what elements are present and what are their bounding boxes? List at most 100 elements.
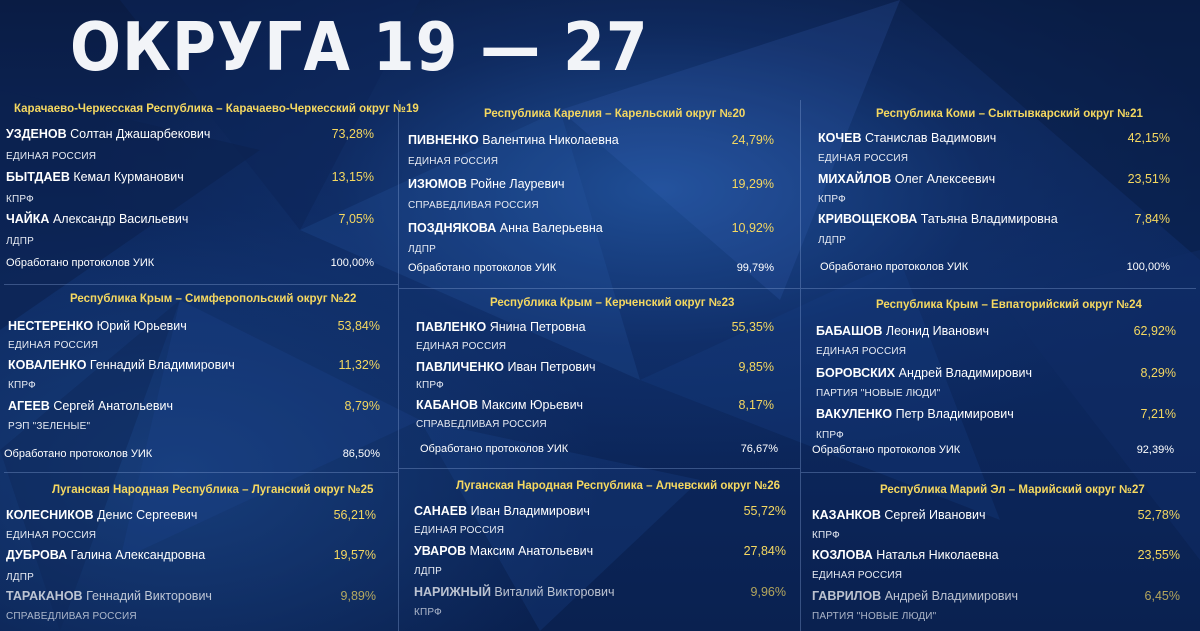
candidate-party: КПРФ	[416, 380, 444, 391]
row-divider	[399, 468, 800, 469]
protocols-value: 92,39%	[1136, 444, 1174, 456]
candidate-party: КПРФ	[6, 194, 34, 205]
district-title: Республика Крым – Керченский округ №23	[490, 297, 735, 309]
candidate-name: ДУБРОВА Галина Александровна	[6, 548, 206, 562]
candidate-name: БАБАШОВ Леонид Иванович	[816, 324, 990, 338]
candidate-percent: 62,92%	[1133, 324, 1176, 338]
candidate-name: АГЕЕВ Сергей Анатольевич	[8, 399, 174, 413]
row-divider	[4, 284, 398, 285]
candidate-percent: 7,21%	[1140, 407, 1176, 421]
district-title: Республика Крым – Евпаторийский округ №2…	[876, 299, 1142, 311]
candidate-name: ПАВЛИЧЕНКО Иван Петрович	[416, 360, 596, 374]
candidate-percent: 8,79%	[344, 399, 380, 413]
candidate-percent: 53,84%	[337, 319, 380, 333]
protocols-label: Обработано протоколов УИК	[4, 448, 153, 460]
candidate-name: КОЧЕВ Станислав Вадимович	[818, 131, 997, 145]
district-title: Республика Карелия – Карельский округ №2…	[484, 108, 746, 120]
candidate-party: КПРФ	[816, 430, 844, 441]
candidate-name: КОВАЛЕНКО Геннадий Владимирович	[8, 358, 235, 372]
candidate-percent: 9,85%	[738, 360, 774, 374]
candidate-name: ВАКУЛЕНКО Петр Владимирович	[816, 407, 1014, 421]
candidate-percent: 56,21%	[333, 508, 376, 522]
candidate-name: ИЗЮМОВ Ройне Лауревич	[408, 177, 565, 191]
candidate-party: ЕДИНАЯ РОССИЯ	[818, 153, 909, 164]
candidate-party: КПРФ	[8, 380, 36, 391]
candidate-percent: 27,84%	[743, 544, 786, 558]
candidate-party: ЕДИНАЯ РОССИЯ	[816, 346, 907, 357]
protocols-value: 76,67%	[740, 443, 778, 455]
candidate-percent: 55,72%	[743, 504, 786, 518]
candidate-name: ПИВНЕНКО Валентина Николаевна	[408, 133, 619, 147]
candidate-percent: 19,57%	[333, 548, 376, 562]
candidate-party: СПРАВЕДЛИВАЯ РОССИЯ	[6, 611, 137, 622]
candidate-party: ЕДИНАЯ РОССИЯ	[6, 151, 97, 162]
district-title: Луганская Народная Республика – Алчевски…	[456, 480, 780, 492]
candidate-name: УВАРОВ Максим Анатольевич	[414, 544, 594, 558]
district-title: Республика Коми – Сыктывкарский округ №2…	[876, 108, 1143, 120]
candidate-percent: 6,45%	[1144, 589, 1180, 603]
candidate-percent: 52,78%	[1137, 508, 1180, 522]
candidate-percent: 42,15%	[1127, 131, 1170, 145]
candidate-name: БЫТДАЕВ Кемал Курманович	[6, 170, 184, 184]
candidate-name: УЗДЕНОВ Солтан Джашарбекович	[6, 127, 211, 141]
candidate-party: ЕДИНАЯ РОССИЯ	[8, 340, 99, 351]
candidate-name: БОРОВСКИХ Андрей Владимирович	[816, 366, 1032, 380]
candidate-name: ЧАЙКА Александр Васильевич	[6, 212, 189, 226]
row-divider	[801, 288, 1196, 289]
column-divider	[800, 100, 801, 631]
row-divider	[399, 288, 800, 289]
candidate-name: ПАВЛЕНКО Янина Петровна	[416, 320, 586, 334]
candidate-name: КАЗАНКОВ Сергей Иванович	[812, 508, 986, 522]
candidate-percent: 7,84%	[1134, 212, 1170, 226]
candidate-party: РЭП "ЗЕЛЕНЫЕ"	[8, 421, 91, 432]
candidate-name: НЕСТЕРЕНКО Юрий Юрьевич	[8, 319, 187, 333]
candidate-name: КОЛЕСНИКОВ Денис Сергеевич	[6, 508, 198, 522]
candidate-percent: 11,32%	[338, 358, 380, 372]
row-divider	[4, 472, 398, 473]
candidate-name: ПОЗДНЯКОВА Анна Валерьевна	[408, 221, 603, 235]
candidate-party: ПАРТИЯ "НОВЫЕ ЛЮДИ"	[816, 388, 941, 399]
candidate-party: ЛДПР	[408, 244, 436, 255]
column-divider	[398, 100, 399, 631]
page-headline: ОКРУГА 19 — 27	[70, 8, 649, 87]
candidate-percent: 24,79%	[731, 133, 774, 147]
protocols-value: 99,79%	[736, 262, 774, 274]
candidate-percent: 9,96%	[750, 585, 786, 599]
candidate-party: ЕДИНАЯ РОССИЯ	[6, 530, 97, 541]
candidate-name: НАРИЖНЫЙ Виталий Викторович	[414, 585, 615, 599]
row-divider	[801, 472, 1196, 473]
candidate-party: ЕДИНАЯ РОССИЯ	[414, 525, 505, 536]
protocols-label: Обработано протоколов УИК	[812, 444, 961, 456]
district-title: Республика Марий Эл – Марийский округ №2…	[880, 484, 1145, 496]
candidate-name: КОЗЛОВА Наталья Николаевна	[812, 548, 999, 562]
candidate-party: КПРФ	[812, 530, 840, 541]
candidate-percent: 73,28%	[331, 127, 374, 141]
candidate-percent: 23,55%	[1137, 548, 1180, 562]
protocols-label: Обработано протоколов УИК	[420, 443, 569, 455]
district-title: Луганская Народная Республика – Лугански…	[52, 484, 374, 496]
protocols-label: Обработано протоколов УИК	[820, 261, 969, 273]
candidate-percent: 19,29%	[731, 177, 774, 191]
candidate-percent: 13,15%	[331, 170, 374, 184]
candidate-name: МИХАЙЛОВ Олег Алексеевич	[818, 172, 996, 186]
candidate-name: САНАЕВ Иван Владимирович	[414, 504, 590, 518]
protocols-value: 86,50%	[342, 448, 380, 460]
candidate-party: СПРАВЕДЛИВАЯ РОССИЯ	[416, 419, 547, 430]
candidate-party: ЛДПР	[414, 566, 442, 577]
protocols-value: 100,00%	[330, 257, 374, 269]
candidate-party: ЛДПР	[818, 235, 846, 246]
candidate-party: КПРФ	[414, 607, 442, 618]
protocols-label: Обработано протоколов УИК	[408, 262, 557, 274]
candidate-name: КРИВОЩЕКОВА Татьяна Владимировна	[818, 212, 1058, 226]
candidate-party: ЕДИНАЯ РОССИЯ	[408, 156, 499, 167]
protocols-value: 100,00%	[1126, 261, 1170, 273]
candidate-percent: 10,92%	[731, 221, 774, 235]
candidate-name: КАБАНОВ Максим Юрьевич	[416, 398, 584, 412]
candidate-party: ЛДПР	[6, 572, 34, 583]
candidate-percent: 8,29%	[1140, 366, 1176, 380]
candidate-party: ЕДИНАЯ РОССИЯ	[416, 341, 507, 352]
candidate-percent: 7,05%	[338, 212, 374, 226]
candidate-party: СПРАВЕДЛИВАЯ РОССИЯ	[408, 200, 539, 211]
candidate-name: ТАРАКАНОВ Геннадий Викторович	[6, 589, 212, 603]
